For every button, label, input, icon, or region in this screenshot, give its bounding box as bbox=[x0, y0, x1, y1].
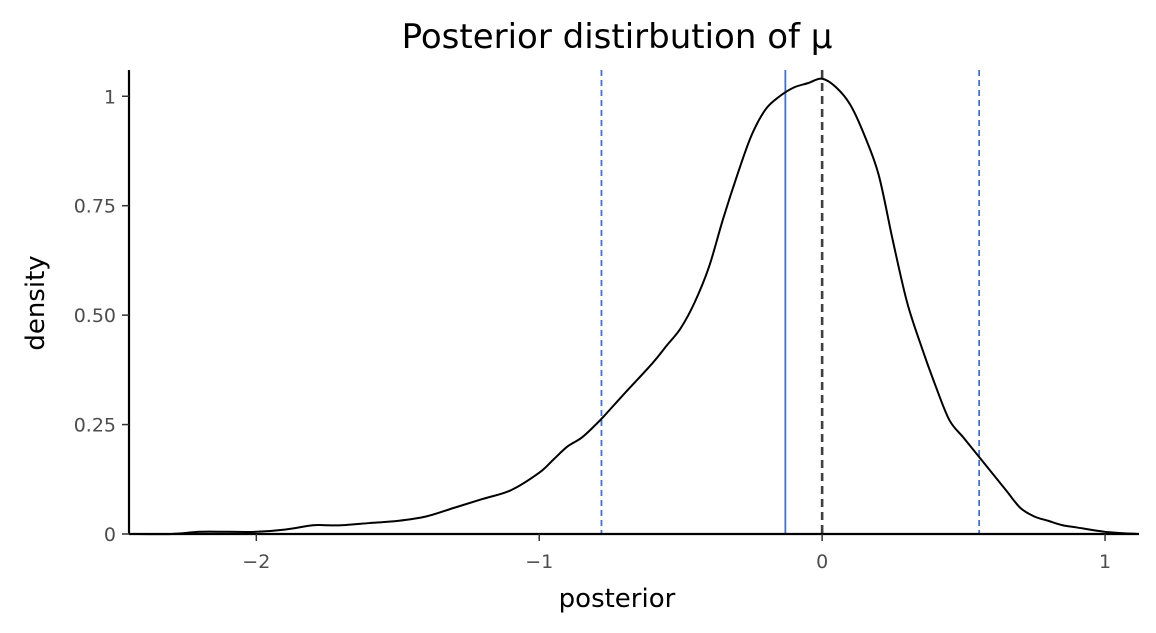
y-tick-label: 0.75 bbox=[74, 196, 116, 218]
reference-lines bbox=[600, 70, 981, 534]
y-tick-label: 0.50 bbox=[74, 305, 116, 327]
x-tick-label: −2 bbox=[242, 551, 270, 573]
chart-title: Posterior distirbution of μ bbox=[402, 17, 833, 57]
x-tick-label: 0 bbox=[816, 551, 828, 573]
x-axis-title: posterior bbox=[559, 584, 676, 614]
y-tick-label: 0.25 bbox=[74, 415, 116, 437]
y-axis-ticks: 0 0.25 0.50 0.75 1 bbox=[74, 86, 129, 546]
y-tick-label: 0 bbox=[104, 524, 116, 546]
density-series bbox=[128, 77, 1140, 536]
density-curve-1 bbox=[128, 77, 1140, 536]
x-tick-label: 1 bbox=[1099, 551, 1111, 573]
y-axis-title: density bbox=[21, 255, 51, 350]
x-tick-label: −1 bbox=[525, 551, 553, 573]
axes bbox=[127, 70, 1139, 536]
y-tick-label: 1 bbox=[104, 86, 116, 108]
x-axis-ticks: −2 −1 0 1 bbox=[242, 534, 1111, 573]
